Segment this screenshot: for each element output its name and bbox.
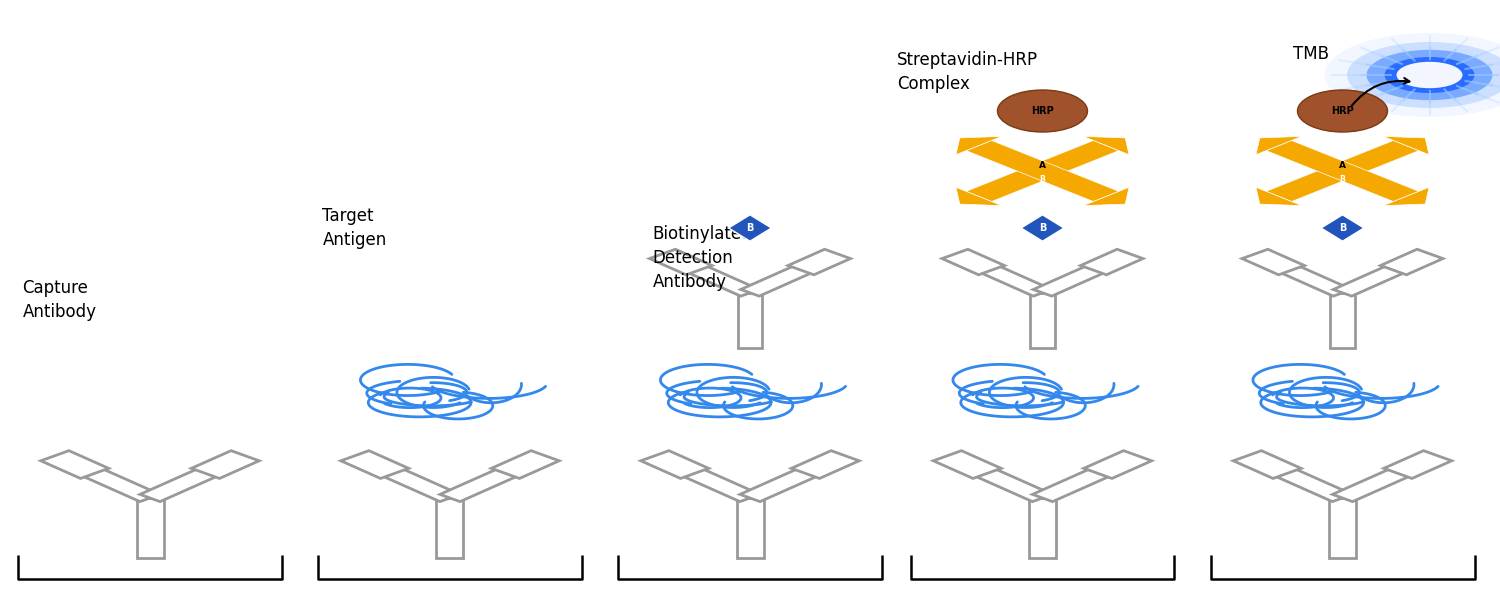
Text: A: A xyxy=(1040,160,1046,169)
Polygon shape xyxy=(729,215,771,241)
Polygon shape xyxy=(966,140,1119,202)
Text: TMB: TMB xyxy=(1293,45,1329,63)
Polygon shape xyxy=(1034,259,1120,296)
Text: A: A xyxy=(1340,160,1346,169)
Text: HRP: HRP xyxy=(1330,106,1354,116)
Polygon shape xyxy=(740,461,836,502)
Polygon shape xyxy=(40,451,108,478)
Text: Streptavidin-HRP
Complex: Streptavidin-HRP Complex xyxy=(897,51,1038,93)
Text: Target
Antigen: Target Antigen xyxy=(322,207,387,249)
Polygon shape xyxy=(340,451,408,478)
Polygon shape xyxy=(956,187,1002,206)
Polygon shape xyxy=(1266,140,1419,202)
Polygon shape xyxy=(1083,187,1130,206)
Polygon shape xyxy=(1084,451,1152,478)
Polygon shape xyxy=(1384,451,1452,478)
Text: B: B xyxy=(1340,175,1346,184)
Polygon shape xyxy=(1334,259,1420,296)
Polygon shape xyxy=(1256,187,1302,206)
Text: Capture
Antibody: Capture Antibody xyxy=(22,279,96,321)
Polygon shape xyxy=(1322,215,1364,241)
Bar xyxy=(1029,498,1056,558)
Circle shape xyxy=(1347,42,1500,108)
Ellipse shape xyxy=(1298,90,1388,132)
Bar xyxy=(1030,293,1054,348)
Polygon shape xyxy=(1032,461,1128,502)
Polygon shape xyxy=(942,249,1005,275)
Polygon shape xyxy=(440,461,536,502)
Bar xyxy=(738,293,762,348)
Polygon shape xyxy=(1242,249,1305,275)
Bar xyxy=(436,498,463,558)
Polygon shape xyxy=(140,461,236,502)
Polygon shape xyxy=(364,461,460,502)
Polygon shape xyxy=(64,461,160,502)
Bar xyxy=(1330,293,1354,348)
Bar xyxy=(736,498,764,558)
Text: B: B xyxy=(1040,223,1046,233)
Polygon shape xyxy=(1233,451,1300,478)
Circle shape xyxy=(1396,62,1462,88)
Polygon shape xyxy=(1264,259,1352,296)
Polygon shape xyxy=(956,136,1002,155)
Text: Biotinylated
Detection
Antibody: Biotinylated Detection Antibody xyxy=(652,226,752,290)
Bar xyxy=(1329,498,1356,558)
Polygon shape xyxy=(492,451,560,478)
Text: HRP: HRP xyxy=(1030,106,1054,116)
Polygon shape xyxy=(957,461,1053,502)
Polygon shape xyxy=(664,461,760,502)
Polygon shape xyxy=(1022,215,1064,241)
Bar xyxy=(136,498,164,558)
Polygon shape xyxy=(1256,136,1302,155)
Polygon shape xyxy=(1383,187,1429,206)
Ellipse shape xyxy=(998,90,1088,132)
Polygon shape xyxy=(640,451,708,478)
Polygon shape xyxy=(966,140,1119,202)
Circle shape xyxy=(1384,57,1474,93)
Text: B: B xyxy=(1040,175,1046,184)
Polygon shape xyxy=(672,259,759,296)
Circle shape xyxy=(1366,50,1492,100)
Polygon shape xyxy=(933,451,1000,478)
Polygon shape xyxy=(964,259,1052,296)
Polygon shape xyxy=(1080,249,1143,275)
Polygon shape xyxy=(1266,140,1419,202)
Polygon shape xyxy=(792,451,859,478)
Polygon shape xyxy=(1380,249,1443,275)
Polygon shape xyxy=(741,259,828,296)
Polygon shape xyxy=(788,249,850,275)
Polygon shape xyxy=(192,451,260,478)
Text: B: B xyxy=(747,223,753,233)
Polygon shape xyxy=(1257,461,1353,502)
Text: B: B xyxy=(1340,223,1346,233)
Polygon shape xyxy=(650,249,712,275)
Polygon shape xyxy=(1083,136,1130,155)
Polygon shape xyxy=(1383,136,1429,155)
Circle shape xyxy=(1324,33,1500,117)
Polygon shape xyxy=(1332,461,1428,502)
